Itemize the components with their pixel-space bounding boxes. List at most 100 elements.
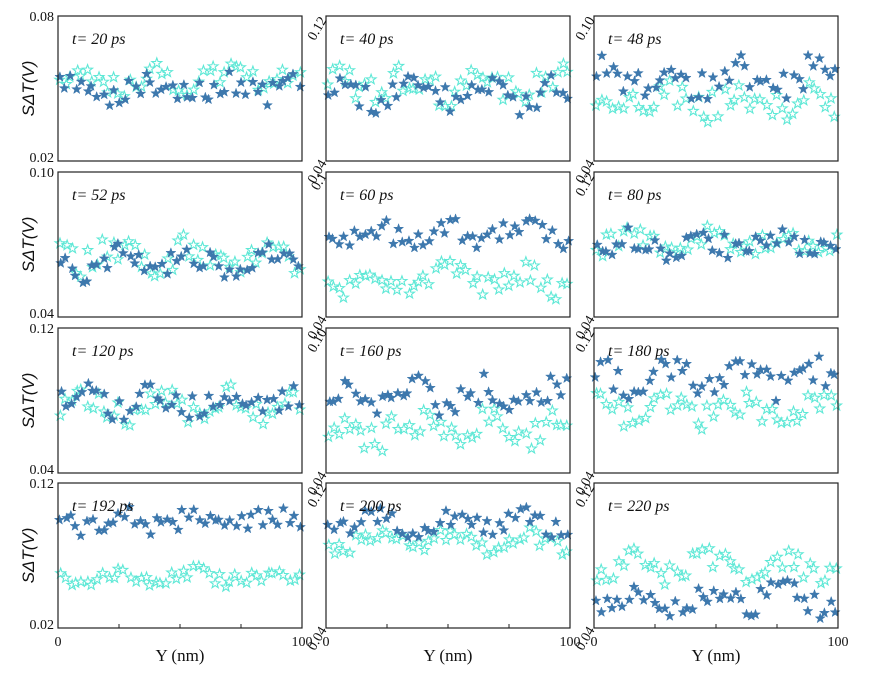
light-series-point: [829, 561, 843, 575]
dark-series-point: [133, 248, 145, 260]
light-series-point: [497, 266, 511, 279]
light-series-point: [368, 437, 382, 450]
light-series-point: [439, 533, 453, 546]
dark-series-point: [612, 364, 624, 376]
light-series-point: [534, 280, 548, 294]
dark-series-point: [65, 509, 77, 521]
dark-series-point: [428, 225, 440, 237]
light-series-point: [818, 573, 832, 587]
dark-series-point: [218, 86, 230, 97]
dark-series-point: [746, 358, 758, 370]
dark-series-point: [602, 354, 614, 365]
light-series-point: [412, 535, 426, 549]
light-series-point: [533, 433, 547, 446]
dark-series-point: [600, 245, 612, 257]
dark-series-point: [328, 523, 340, 535]
light-series-point: [617, 101, 631, 115]
dark-series-point: [472, 396, 484, 408]
dark-series-point: [719, 65, 731, 77]
light-series-point: [396, 84, 410, 97]
dark-series-point: [429, 399, 442, 410]
light-series-point: [718, 547, 732, 560]
light-series-point: [790, 414, 804, 427]
light-series-point: [213, 75, 227, 88]
dark-series-point: [632, 243, 644, 254]
dark-series-point: [344, 527, 356, 539]
y-axis-label: SΔT(V): [19, 373, 38, 429]
dark-series-point: [359, 81, 372, 92]
y-axis-label: SΔT(V): [19, 217, 38, 273]
dark-series-point: [713, 372, 726, 383]
dark-series-point: [819, 380, 832, 391]
dark-series-point: [223, 263, 236, 275]
light-series-point: [755, 228, 769, 241]
light-series-point: [606, 571, 620, 585]
y-tick-label-bottom: 0.02: [30, 151, 55, 166]
dark-series-point: [632, 586, 644, 598]
light-series-point: [796, 407, 810, 420]
dark-series-point: [449, 406, 461, 417]
dark-series-point: [708, 584, 720, 596]
dark-series-point: [438, 227, 451, 239]
dark-series-point: [262, 504, 275, 516]
dark-series-point: [735, 49, 747, 61]
light-series-point: [246, 64, 260, 77]
dark-series-point: [524, 395, 536, 406]
dark-series-point: [167, 515, 179, 527]
dark-series-point: [203, 389, 215, 401]
light-series-point: [765, 402, 779, 415]
x-axis-label: Y (nm): [156, 646, 205, 665]
light-series-point: [639, 411, 653, 424]
dark-series-point: [247, 76, 259, 87]
dark-series-point: [355, 516, 367, 527]
y-tick-label-top: 0.12: [30, 322, 55, 337]
dark-series-point: [75, 75, 87, 87]
dark-series-point: [552, 238, 564, 249]
dark-series-point: [151, 512, 163, 523]
light-series-point: [448, 85, 462, 98]
dark-series-point: [413, 531, 425, 542]
dark-series-point: [798, 592, 810, 604]
dark-series-point: [202, 93, 215, 105]
dark-series-point: [664, 247, 676, 259]
dark-series-point: [829, 606, 841, 618]
light-series-point: [470, 427, 484, 440]
dark-series-point: [287, 68, 299, 79]
dark-series-point: [422, 80, 435, 92]
light-series-point: [165, 565, 179, 579]
light-series-point: [523, 273, 537, 287]
light-series-point: [338, 411, 352, 424]
panel-frame: [325, 15, 571, 162]
dark-series-point: [717, 588, 730, 600]
x-tick-label-max: 100: [828, 635, 849, 650]
light-series-point: [458, 263, 473, 276]
dark-series-point: [283, 247, 296, 259]
dark-series-point: [507, 91, 519, 102]
light-series-point: [276, 568, 290, 581]
dark-series-point: [236, 510, 248, 521]
dark-series-point: [755, 583, 767, 594]
panel-frame: [593, 171, 839, 318]
light-series-point: [599, 397, 613, 410]
dark-series-point: [514, 109, 526, 120]
dark-series-point: [53, 514, 66, 525]
dark-series-point: [623, 593, 636, 605]
dark-series-point: [348, 224, 361, 236]
light-series-point: [723, 554, 737, 567]
dark-series-point: [649, 597, 661, 608]
light-series-point: [502, 278, 516, 292]
dark-series-point: [650, 81, 662, 93]
light-series-point: [144, 386, 158, 400]
dark-series-point: [561, 92, 574, 104]
dark-series-point: [497, 400, 510, 412]
dark-series-point: [135, 87, 147, 99]
panel-7: t= 120 ps 0.12 0.04 SΔT(V): [19, 322, 307, 478]
dark-series-point: [342, 378, 355, 390]
x-axis-label: Y (nm): [424, 646, 473, 665]
dark-series-point: [98, 388, 110, 399]
light-series-point: [695, 422, 709, 436]
dark-series-point: [428, 525, 440, 537]
light-series-point: [196, 240, 210, 253]
dark-series-point: [738, 60, 751, 71]
